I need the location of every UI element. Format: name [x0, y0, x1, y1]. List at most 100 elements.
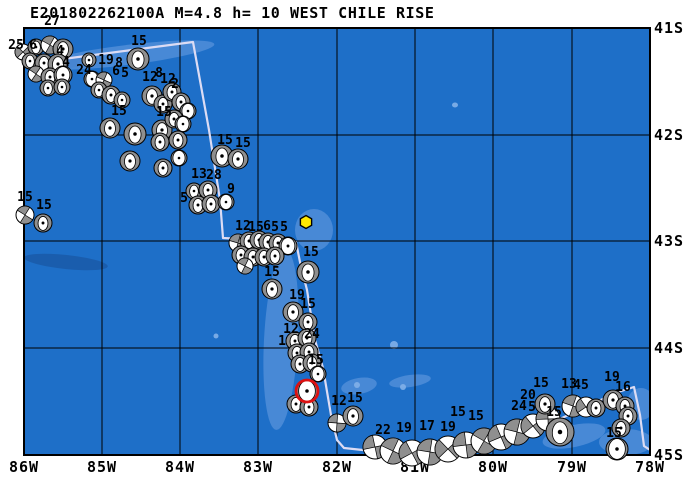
- event-depth-label: 16: [615, 380, 631, 395]
- beachball-icon: [327, 413, 347, 433]
- event-depth-label: 6: [112, 64, 120, 79]
- beachball-icon: [227, 148, 249, 170]
- event-depth-label: 24: [511, 399, 527, 414]
- beachball-icon: [602, 389, 624, 411]
- event-depth-label: 8: [115, 56, 123, 71]
- beachball-icon: [611, 418, 631, 438]
- event-depth-label: 5: [280, 220, 288, 235]
- beachball-icon: [503, 418, 531, 446]
- highlighted-event-beachball: [294, 378, 320, 404]
- beachball-icon: [535, 406, 561, 432]
- event-depth-label: 5: [271, 220, 279, 235]
- event-depth-label: 24: [304, 327, 320, 342]
- beachball-icon: [151, 119, 173, 141]
- event-depth-label: 8: [155, 66, 163, 81]
- lon-label-84W: 84W: [164, 458, 196, 476]
- beachball-icon: [95, 71, 113, 89]
- beachball-icon: [452, 431, 480, 459]
- event-depth-label: 12: [160, 72, 176, 87]
- beachball-icon: [39, 79, 57, 97]
- beachball-icon: [150, 132, 170, 152]
- beachball-icon: [14, 43, 32, 61]
- beachball-icon: [47, 53, 69, 75]
- event-depth-label: 19: [604, 370, 620, 385]
- beachball-icon: [290, 354, 310, 374]
- beachball-icon: [258, 232, 278, 252]
- event-depth-label: 28: [206, 168, 222, 183]
- beachball-icon: [185, 182, 203, 200]
- beachball-icon: [188, 195, 208, 215]
- beachball-icon: [545, 417, 575, 447]
- lat-label-42S: 42S: [654, 126, 685, 144]
- beachball-icon: [618, 406, 638, 426]
- beachball-icon: [249, 230, 269, 250]
- beachball-icon: [239, 231, 259, 251]
- lon-label-79W: 79W: [556, 458, 588, 476]
- lat-label-43S: 43S: [654, 232, 685, 250]
- beachball-icon: [261, 278, 283, 300]
- event-depth-label: 24: [76, 63, 92, 78]
- event-depth-label: 13: [561, 377, 577, 392]
- beachball-icon: [297, 328, 317, 348]
- event-depth-label: 13: [191, 167, 207, 182]
- event-depth-label: 19: [396, 421, 412, 436]
- beachball-icon: [179, 102, 197, 120]
- beachball-icon: [342, 405, 364, 427]
- event-depth-label: 15: [131, 34, 147, 49]
- event-depth-label: 19: [289, 288, 305, 303]
- event-depth-label: 25: [8, 38, 24, 53]
- epicenter-marker-icon: [299, 214, 313, 230]
- beachball-icon: [487, 423, 515, 451]
- beachball-icon: [236, 257, 254, 275]
- event-depth-label: 20: [520, 388, 536, 403]
- beachball-icon: [174, 115, 192, 133]
- map-frame: [23, 27, 651, 456]
- beachball-icon: [141, 85, 163, 107]
- event-depth-label: 15: [303, 245, 319, 260]
- beachball-icon: [33, 213, 53, 233]
- lat-label-41S: 41S: [654, 19, 685, 37]
- beachball-icon: [126, 47, 150, 71]
- beachball-icon: [282, 301, 304, 323]
- beachball-icon: [53, 78, 71, 96]
- event-depth-label: 15: [235, 136, 251, 151]
- lon-label-85W: 85W: [86, 458, 118, 476]
- beachball-icon: [586, 398, 606, 418]
- event-depth-label: 9: [227, 182, 235, 197]
- beachball-icon: [170, 149, 188, 167]
- beachball-icon: [90, 81, 108, 99]
- event-depth-label: 12: [235, 219, 251, 234]
- beachball-icon: [34, 53, 54, 73]
- lon-label-78W: 78W: [634, 458, 666, 476]
- beachball-icon: [81, 52, 97, 68]
- beachball-icon: [575, 396, 597, 418]
- event-depth-label: 2: [171, 77, 179, 92]
- beachball-icon: [101, 85, 121, 105]
- event-depth-label: 15: [156, 105, 172, 120]
- beachball-icon: [243, 247, 263, 267]
- event-depth-label: 15: [300, 297, 316, 312]
- beachball-icon: [299, 342, 319, 362]
- beachball-icon: [268, 233, 288, 253]
- beachball-icon: [168, 130, 188, 150]
- event-depth-label: 12: [142, 70, 158, 85]
- beachball-icon: [153, 94, 173, 114]
- lat-label-44S: 44S: [654, 339, 685, 357]
- event-depth-label: 15: [308, 353, 324, 368]
- beachball-icon: [83, 70, 101, 88]
- beachball-icon: [27, 65, 45, 83]
- event-depth-label: 6: [29, 38, 37, 53]
- beachball-icon: [434, 435, 462, 463]
- lon-label-86W: 86W: [8, 458, 40, 476]
- beachball-icon: [171, 92, 191, 112]
- beachball-icon: [285, 331, 305, 351]
- beachball-icon: [162, 82, 182, 102]
- event-depth-label: 4: [56, 44, 64, 59]
- event-depth-label: 15: [17, 190, 33, 205]
- event-depth-label: 15: [606, 426, 622, 441]
- beachball-icon: [228, 233, 248, 253]
- beachball-icon: [615, 396, 635, 416]
- beachball-icon: [534, 393, 556, 415]
- event-depth-label: 15: [264, 265, 280, 280]
